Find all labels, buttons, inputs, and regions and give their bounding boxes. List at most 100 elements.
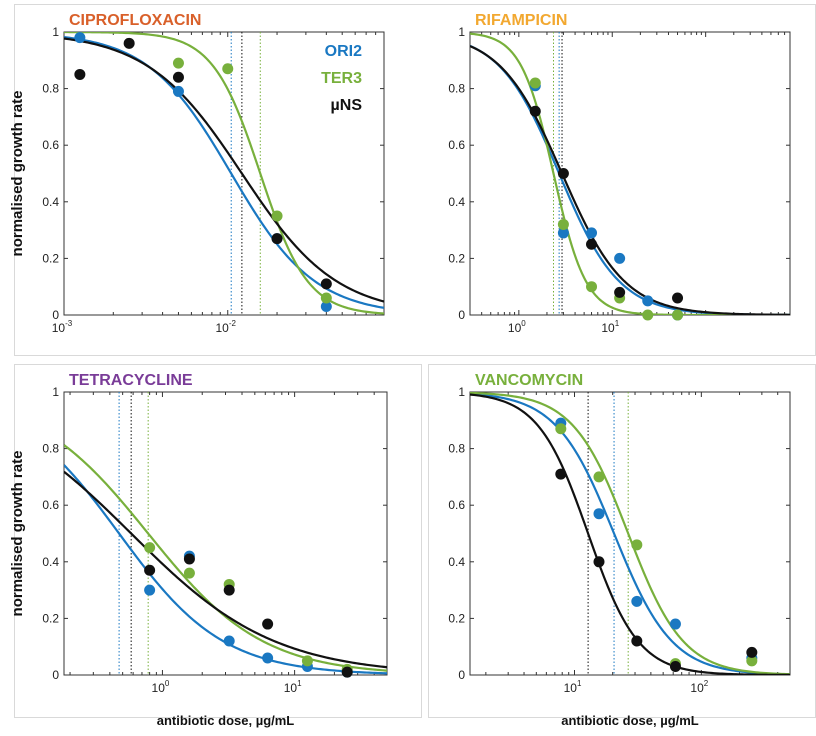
data-point bbox=[614, 252, 626, 264]
y-tick-label: 0 bbox=[52, 308, 59, 322]
chart-panel-2: 0 0.2 0.4 0.6 0.8 1 100 101 TETRACYCLINE normalis… bbox=[9, 372, 388, 728]
data-point bbox=[631, 635, 643, 647]
data-point bbox=[223, 635, 235, 647]
chart-title: TETRACYCLINE bbox=[69, 372, 193, 389]
y-tick-label: 0.8 bbox=[448, 82, 465, 96]
data-point bbox=[144, 542, 156, 554]
data-point bbox=[672, 292, 684, 304]
x-tick-label: 10-2 bbox=[216, 319, 237, 335]
x-tick-label: 102 bbox=[690, 679, 708, 695]
data-point bbox=[555, 468, 567, 480]
y-tick-label: 1 bbox=[52, 25, 59, 39]
fit-curve bbox=[470, 392, 790, 675]
data-point bbox=[320, 292, 332, 304]
data-point bbox=[320, 278, 332, 290]
x-tick-label: 101 bbox=[284, 679, 302, 695]
y-tick-label: 0.8 bbox=[42, 82, 59, 96]
x-tick-label: 101 bbox=[564, 679, 582, 695]
x-tick-label: 100 bbox=[508, 319, 526, 335]
data-point bbox=[672, 309, 684, 321]
y-tick-label: 0.4 bbox=[448, 195, 465, 209]
panel-frame-tetracycline bbox=[14, 364, 422, 718]
y-tick-label: 0.4 bbox=[42, 555, 59, 569]
data-point bbox=[223, 584, 235, 596]
data-point bbox=[631, 539, 643, 551]
data-point bbox=[320, 301, 332, 313]
y-tick-label: 0.6 bbox=[42, 498, 59, 512]
data-point bbox=[669, 661, 681, 673]
data-point bbox=[586, 281, 598, 293]
y-tick-label: 1 bbox=[458, 385, 465, 399]
fit-curve bbox=[64, 37, 384, 303]
y-tick-label: 0.8 bbox=[42, 442, 59, 456]
data-point bbox=[144, 584, 156, 596]
y-tick-label: 0 bbox=[458, 668, 465, 682]
chart-title: RIFAMPICIN bbox=[475, 12, 567, 29]
data-point bbox=[74, 32, 86, 44]
data-point bbox=[172, 57, 184, 69]
data-point bbox=[144, 564, 156, 576]
axes-box bbox=[469, 391, 791, 676]
legend-entry: µNS bbox=[331, 97, 363, 114]
data-point bbox=[271, 210, 283, 222]
y-tick-label: 1 bbox=[458, 25, 465, 39]
y-tick-label: 0.2 bbox=[448, 611, 465, 625]
x-tick-label: 101 bbox=[601, 319, 619, 335]
fit-curve bbox=[470, 392, 790, 675]
chart-panel-3: 0 0.2 0.4 0.6 0.8 1 101 102 VANCOMYCIN antibiotic… bbox=[448, 372, 791, 728]
legend-entry: ORI2 bbox=[325, 43, 362, 60]
x-axis-label: antibiotic dose, µg/mL bbox=[561, 713, 699, 728]
y-tick-label: 0 bbox=[458, 308, 465, 322]
data-point bbox=[631, 595, 643, 607]
data-point bbox=[123, 37, 135, 49]
data-point bbox=[557, 227, 569, 239]
chart-panel-0: 0 0.2 0.4 0.6 0.8 1 10-3 10-2 CIPROFLOXACIN norma… bbox=[9, 12, 385, 335]
y-tick-label: 0.4 bbox=[42, 195, 59, 209]
fit-curve bbox=[470, 45, 790, 315]
data-point bbox=[271, 233, 283, 245]
legend-entry: TER3 bbox=[321, 70, 362, 87]
y-tick-label: 0.6 bbox=[448, 498, 465, 512]
data-point bbox=[172, 85, 184, 97]
axes-box bbox=[63, 391, 388, 676]
data-point bbox=[586, 227, 598, 239]
x-tick-label: 10-3 bbox=[52, 319, 73, 335]
y-tick-label: 0.2 bbox=[42, 251, 59, 265]
data-point bbox=[557, 218, 569, 230]
y-axis-label: normalised growth rate bbox=[9, 91, 26, 257]
x-tick-label: 100 bbox=[152, 679, 170, 695]
data-point bbox=[593, 556, 605, 568]
y-tick-label: 0 bbox=[52, 668, 59, 682]
data-point bbox=[586, 238, 598, 250]
fit-curve bbox=[470, 393, 790, 675]
data-point bbox=[183, 553, 195, 565]
y-tick-label: 0.8 bbox=[448, 442, 465, 456]
chart-title: VANCOMYCIN bbox=[475, 372, 583, 389]
chart-title: CIPROFLOXACIN bbox=[69, 12, 201, 29]
data-point bbox=[593, 508, 605, 520]
y-tick-label: 0.4 bbox=[448, 555, 465, 569]
y-tick-label: 0.2 bbox=[448, 251, 465, 265]
data-point bbox=[529, 105, 541, 117]
y-tick-label: 0.6 bbox=[42, 138, 59, 152]
y-tick-label: 1 bbox=[52, 385, 59, 399]
data-point bbox=[669, 618, 681, 630]
data-point bbox=[642, 309, 654, 321]
fit-curve bbox=[64, 444, 387, 672]
fit-curve bbox=[64, 36, 384, 309]
data-point bbox=[593, 471, 605, 483]
data-point bbox=[172, 71, 184, 83]
data-point bbox=[529, 77, 541, 89]
data-point bbox=[183, 567, 195, 579]
data-point bbox=[557, 168, 569, 179]
fit-curve bbox=[470, 32, 790, 315]
data-point bbox=[262, 618, 274, 630]
data-point bbox=[555, 423, 567, 435]
axes-box bbox=[63, 31, 385, 316]
data-point bbox=[341, 666, 353, 678]
data-point bbox=[222, 63, 234, 75]
data-point bbox=[74, 68, 86, 80]
data-point bbox=[262, 652, 274, 664]
x-axis-label: antibiotic dose, µg/mL bbox=[157, 713, 295, 728]
